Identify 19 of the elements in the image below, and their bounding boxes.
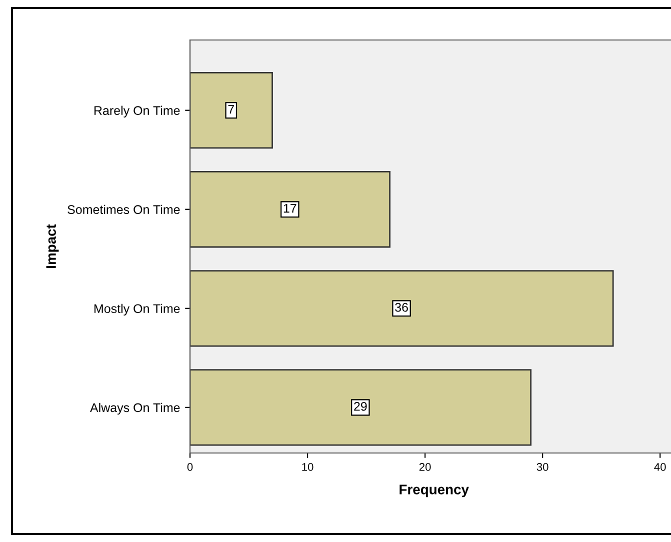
y-axis-title: Impact [46,224,59,268]
bar [190,72,273,149]
x-axis-title: Frequency [400,484,469,498]
bar [190,270,614,347]
data-label: 29 [354,402,367,411]
x-tick-label: 0 [187,463,193,471]
bar [190,171,390,248]
x-tick-label: 30 [536,463,548,471]
y-tick-label: Always On Time [90,402,180,415]
x-tick-label: 10 [302,463,314,471]
y-tick-label: Mostly On Time [94,304,180,316]
data-label: 7 [228,104,234,114]
x-tick-label: 40 [654,463,666,471]
data-label: 17 [284,204,296,213]
bar [190,369,532,446]
y-tick-label: Sometimes On Time [68,204,180,214]
y-tick-label: Rarely On Time [94,106,180,118]
x-tick-label: 20 [419,463,431,471]
data-label: 36 [395,302,408,312]
